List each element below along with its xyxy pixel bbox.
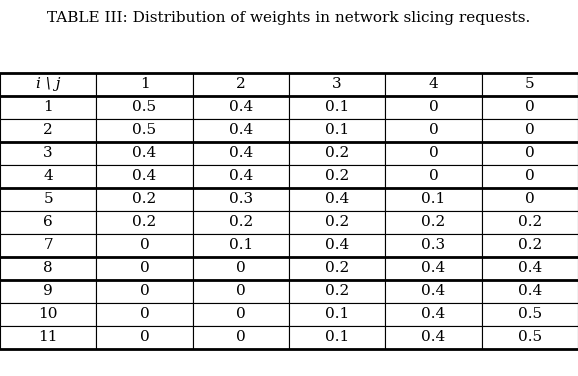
Text: TABLE III: Distribution of weights in network slicing requests.: TABLE III: Distribution of weights in ne… (47, 11, 531, 25)
